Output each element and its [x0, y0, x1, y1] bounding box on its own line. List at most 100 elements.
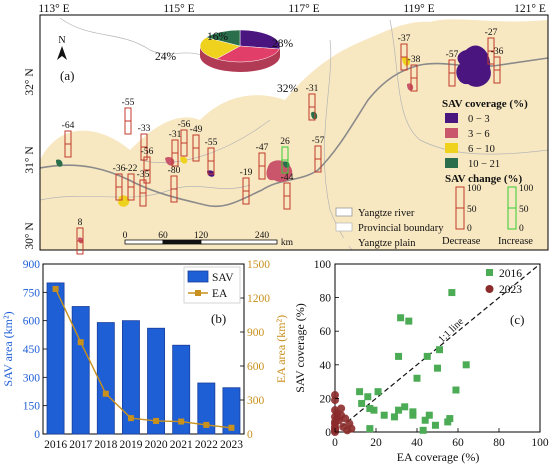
tick-label: 2016	[44, 439, 67, 451]
map-legend: SAV coverage (%) 0 − 3 3 − 6 6 − 10 10 −…	[335, 98, 534, 249]
tick-label: 150	[23, 401, 41, 413]
pie-chart: 28% 32% 24% 16%	[155, 29, 299, 95]
ea-point	[127, 415, 134, 422]
pie-label: 28%	[272, 38, 294, 50]
point-2016	[448, 289, 456, 297]
tick-label: 40	[320, 360, 332, 372]
legend-circle-marker	[485, 285, 494, 293]
tick-label: 60	[320, 326, 332, 338]
sav-bar	[197, 382, 216, 435]
point-2016	[356, 388, 364, 396]
change-label: -56	[178, 120, 191, 130]
change-label: -64	[62, 121, 75, 131]
sav-bar	[46, 282, 65, 435]
tick-label: 80	[320, 293, 332, 305]
pie-slice	[239, 29, 281, 50]
change-label: -57	[312, 136, 325, 146]
legend: 2016 2023	[485, 268, 522, 296]
lon-label: 121° E	[514, 3, 546, 15]
legend-square-marker	[486, 269, 493, 276]
point-2016	[413, 374, 421, 382]
pie-slice	[205, 29, 241, 47]
lon-label: 115° E	[163, 3, 194, 15]
left-y-label: SAV area (km²)	[1, 311, 15, 386]
change-label: -57	[446, 50, 459, 60]
lake	[56, 159, 63, 167]
point-2016	[358, 399, 366, 407]
lat-label: 31° N	[24, 146, 36, 174]
change-label: -27	[485, 28, 498, 38]
point-2023	[347, 424, 356, 433]
legend-item: Provincial boundary	[358, 223, 444, 234]
scale-label: 120	[194, 231, 209, 241]
change-tick: 50	[467, 205, 477, 215]
scatter-points	[331, 289, 470, 436]
change-label: -80	[168, 166, 181, 176]
sav-lakes	[56, 45, 491, 244]
change-label: -37	[398, 34, 411, 44]
point-2016	[419, 426, 427, 434]
legend-label: 2023	[499, 284, 522, 296]
change-label: -56	[141, 147, 154, 157]
legend-label: 2016	[499, 268, 522, 280]
tick-label: 300	[23, 372, 41, 384]
point-2016	[374, 388, 382, 396]
change-label: -44	[281, 173, 294, 183]
yangtze-plain	[40, 19, 548, 250]
change-label: -35	[137, 170, 150, 180]
x-axis-label: EA coverage (%)	[397, 450, 480, 464]
lake-taihu	[456, 45, 491, 87]
increase-label: Increase	[498, 236, 533, 247]
tick-label: 0	[325, 427, 331, 439]
change-label: -55	[122, 98, 135, 108]
point-2016	[380, 411, 388, 419]
ea-point	[102, 390, 109, 397]
tick-label: 2018	[94, 439, 117, 451]
tick-label: 2019	[119, 439, 142, 451]
tick-label: 1500	[247, 259, 270, 271]
scale-label: 60	[158, 231, 168, 241]
point-2016	[446, 415, 454, 423]
change-label: 8	[78, 218, 83, 228]
tick-label: 20	[370, 437, 382, 449]
y-ticks: 0 20 40 60 80 100	[314, 259, 339, 439]
pie-label: 16%	[207, 31, 229, 43]
point-2016	[421, 416, 429, 424]
legend-item: 10 − 21	[468, 159, 500, 170]
point-2016	[401, 403, 409, 411]
pie-slice	[215, 45, 280, 63]
tick-label: 2017	[69, 439, 92, 451]
tick-label: 40	[411, 437, 423, 449]
legend-swatch	[445, 143, 458, 153]
tick-label: 0	[247, 429, 253, 441]
tick-label: 80	[493, 437, 505, 449]
tick-label: 900	[23, 259, 41, 271]
tick-label: 100	[531, 437, 549, 449]
panel-b-bar-line-chart: 0 150 300 450 600 750 900 0 300 600 900 1200 1500 2…	[1, 259, 288, 451]
point-2016	[370, 406, 378, 414]
tick-label: 20	[320, 393, 332, 405]
change-tick: 100	[467, 184, 482, 194]
legend-item: Yangtze river	[358, 208, 415, 219]
north-arrow: N	[57, 35, 67, 60]
point-2016	[425, 411, 433, 419]
sav-bar	[71, 306, 90, 435]
change-label: -36	[113, 164, 126, 174]
x-ticks: 2016 2017 2018 2019 2020 2021 2022 2023	[44, 439, 243, 451]
point-2016	[452, 386, 460, 394]
ea-point	[77, 339, 84, 346]
point-2016	[436, 346, 444, 354]
legend-swatch	[445, 113, 458, 123]
legend-item: 6 − 10	[468, 144, 495, 155]
sav-bar	[96, 322, 115, 435]
change-label: -38	[408, 55, 421, 65]
plain-swatch	[336, 238, 352, 246]
tick-label: 600	[247, 361, 265, 373]
change-tick: 0	[519, 224, 524, 234]
change-label: 26	[280, 137, 290, 147]
provincial-boundary-line	[139, 119, 271, 163]
point-2016	[395, 406, 403, 414]
change-legend-title: SAV change (%)	[445, 173, 523, 185]
scale-label: 0	[123, 231, 128, 241]
